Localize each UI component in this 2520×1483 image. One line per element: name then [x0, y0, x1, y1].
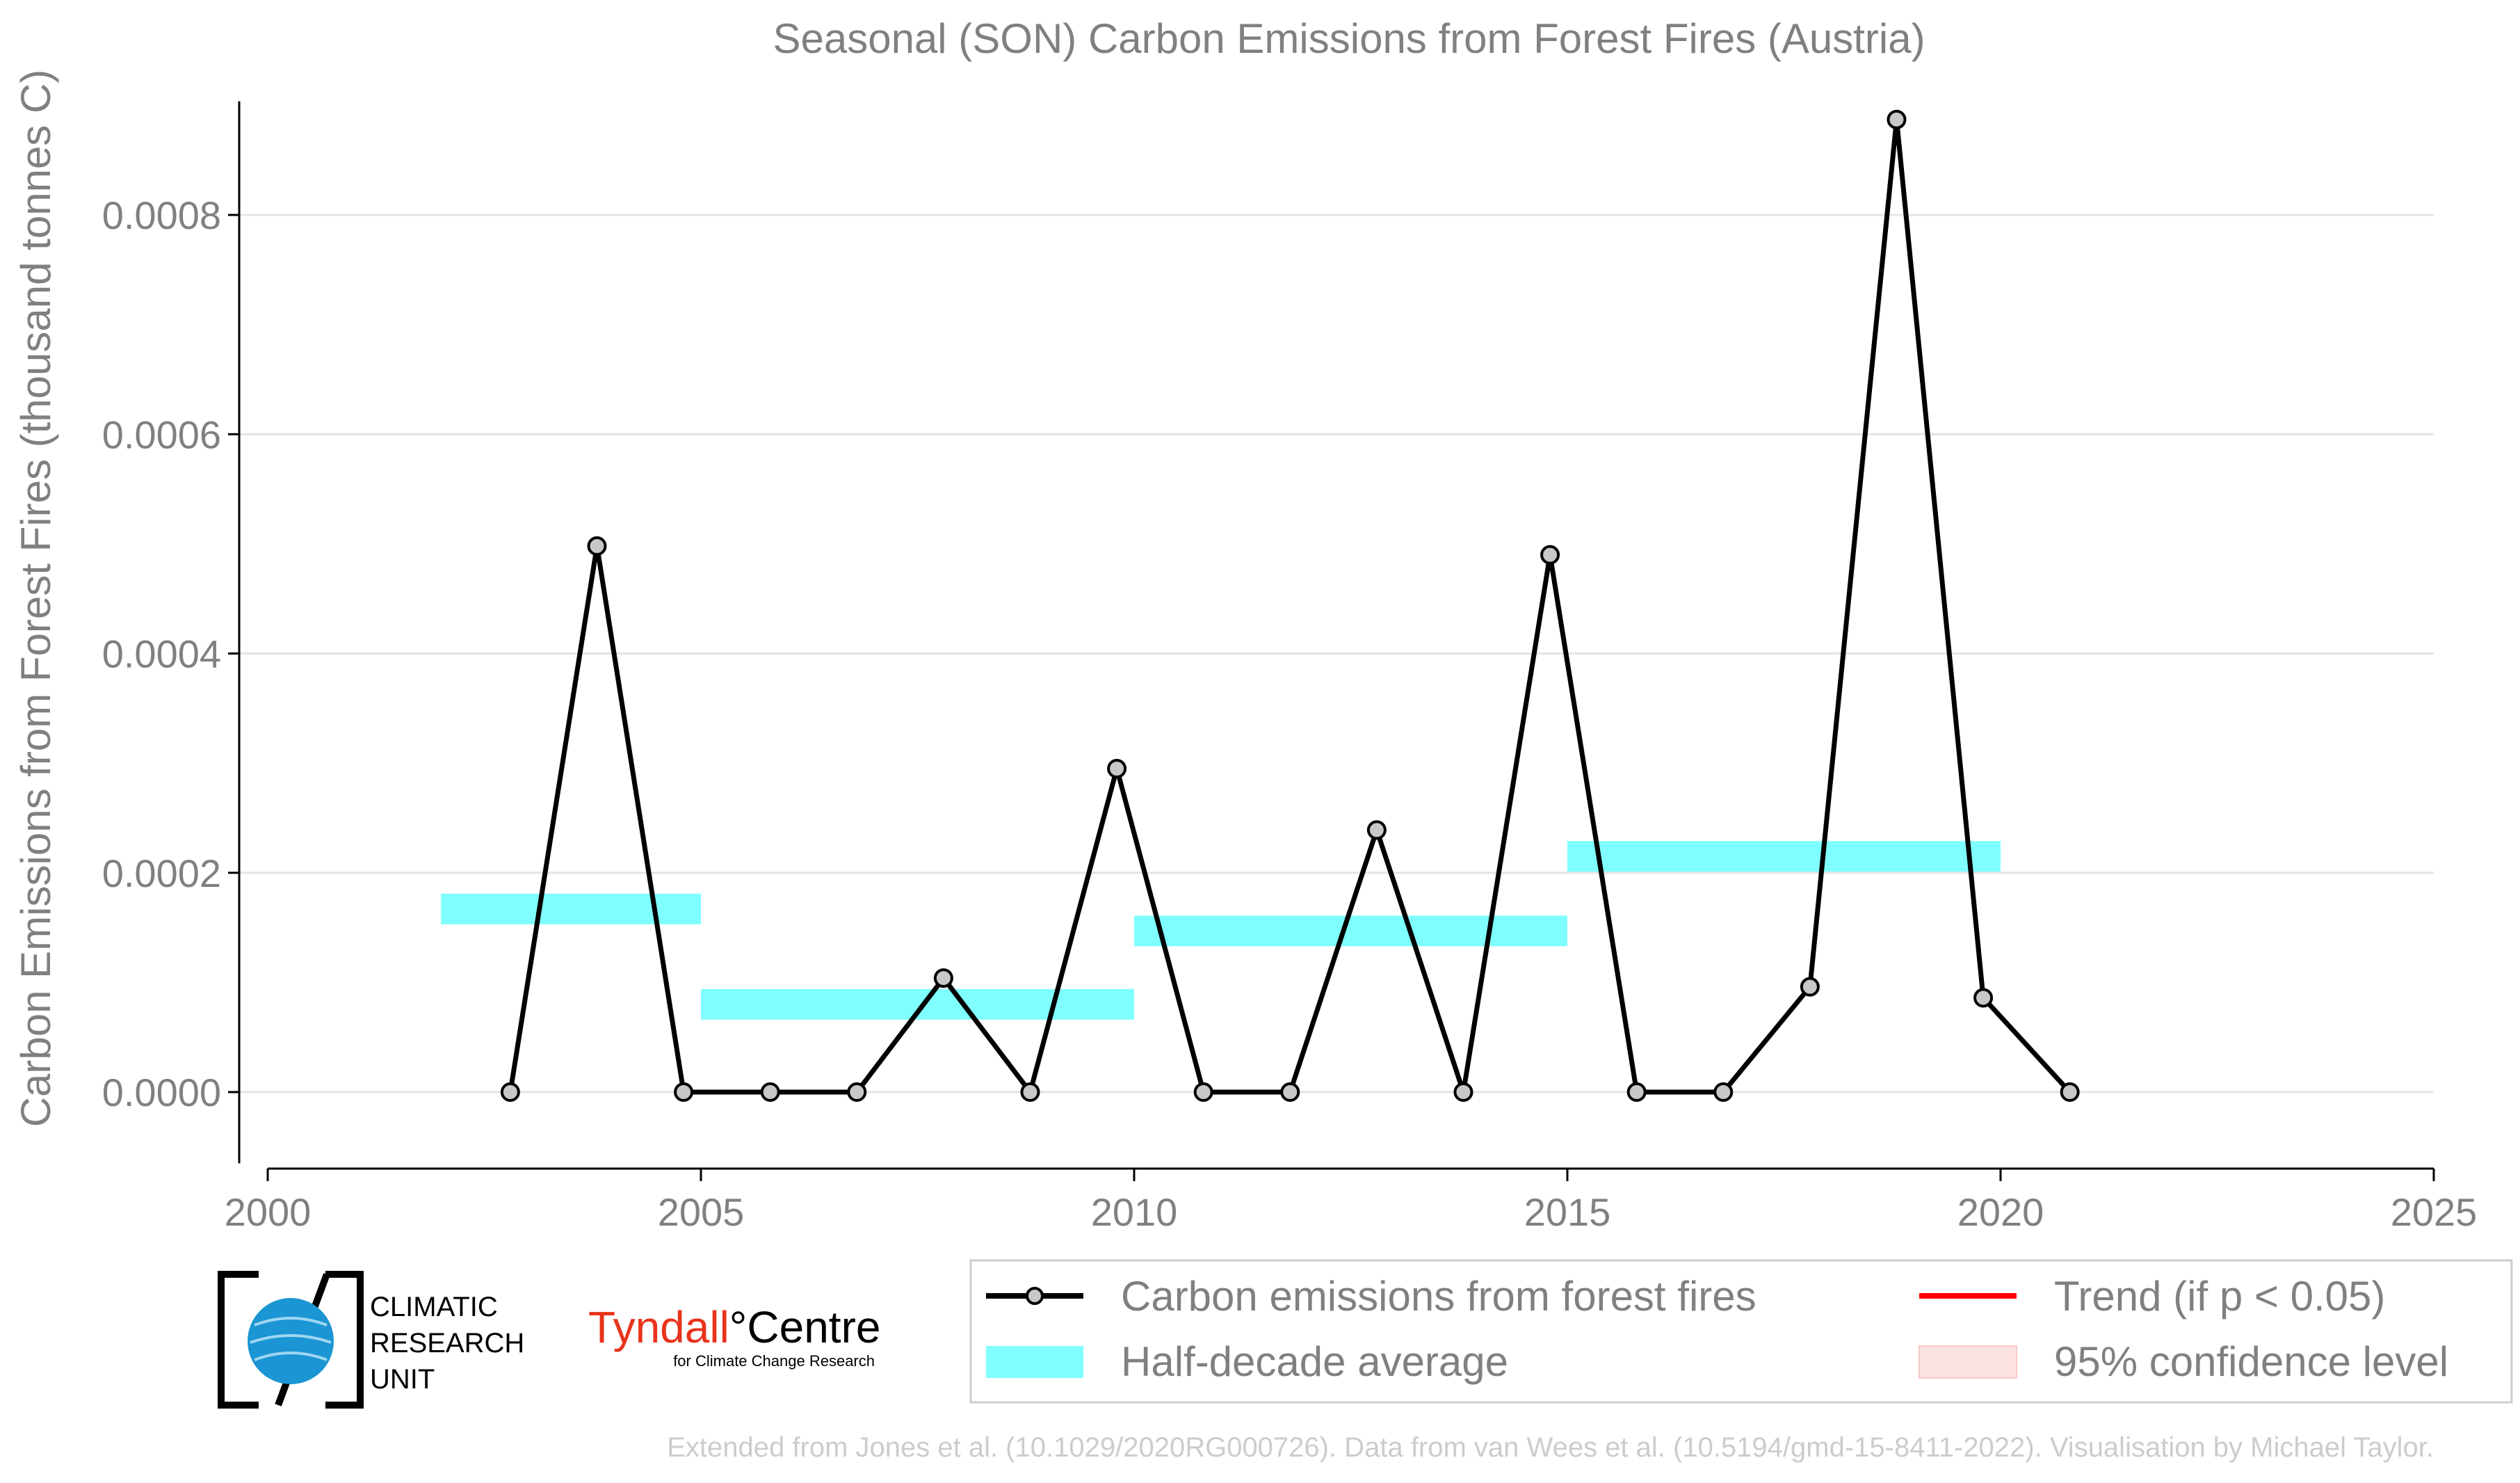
tyndall-logo: Tyndall°Centre for Climate Change Resear…: [588, 1302, 880, 1370]
x-tick-label: 2025: [2391, 1190, 2478, 1234]
y-axis-label: Carbon Emissions from Forest Fires (thou…: [13, 70, 59, 1128]
data-point: [2060, 1082, 2080, 1102]
tyndall-subtitle: for Climate Change Research: [673, 1352, 875, 1370]
credit-text: Extended from Jones et al. (10.1029/2020…: [667, 1432, 2434, 1463]
x-tick-label: 2010: [1091, 1190, 1178, 1234]
half-decade-bar: [441, 893, 701, 924]
grid-lines: [239, 214, 2434, 1093]
y-tick-label: 0.0008: [102, 193, 221, 237]
data-point: [1713, 1082, 1734, 1102]
data-point: [1540, 545, 1560, 565]
tyndall-centre: °Centre: [729, 1302, 881, 1352]
legend: Carbon emissions from forest fires Trend…: [969, 1259, 2513, 1404]
globe-icon: [248, 1298, 334, 1384]
data-point: [847, 1082, 867, 1102]
cru-line-2: RESEARCH: [370, 1328, 524, 1358]
tyndall-name: Tyndall: [588, 1302, 729, 1352]
data-point: [1193, 1082, 1213, 1102]
emissions-series: [500, 109, 2080, 1102]
y-tick-label: 0.0006: [102, 412, 221, 456]
data-point: [760, 1082, 780, 1102]
legend-label-confidence: 95% confidence level: [2054, 1338, 2448, 1385]
cru-bracket-left: [218, 1271, 259, 1409]
legend-swatch-confidence: [1919, 1345, 2017, 1379]
cru-bracket-right: [325, 1271, 364, 1409]
axes: 0.0000 0.0002 0.0004 0.0006 0.0008 2000 2005 20…: [102, 101, 2478, 1234]
cru-line-3: UNIT: [370, 1364, 435, 1395]
x-tick-label: 2015: [1524, 1190, 1611, 1234]
cru-line-1: CLIMATIC: [370, 1292, 498, 1322]
legend-label-emissions: Carbon emissions from forest fires: [1121, 1273, 1756, 1320]
data-point: [674, 1082, 694, 1102]
y-tick-label: 0.0004: [102, 632, 221, 676]
half-decade-bar: [1134, 915, 1567, 947]
legend-marker-emissions: [1026, 1287, 1044, 1305]
data-point: [587, 536, 607, 556]
legend-label-average: Half-decade average: [1121, 1338, 1508, 1385]
data-point: [1020, 1082, 1040, 1102]
data-point: [933, 968, 953, 988]
half-decade-average-bars: [441, 841, 2001, 1020]
x-tick-label: 2020: [1957, 1190, 2044, 1234]
data-point: [1626, 1082, 1647, 1102]
x-tick-label: 2000: [225, 1190, 312, 1234]
chart-title: Seasonal (SON) Carbon Emissions from For…: [773, 15, 1925, 62]
data-point: [1887, 109, 1907, 129]
globe-lines: [250, 1317, 332, 1361]
legend-frame: [969, 1259, 2513, 1404]
data-point: [1366, 820, 1387, 840]
data-point: [1973, 988, 1994, 1008]
y-tick-label: 0.0000: [102, 1071, 221, 1114]
half-decade-bar: [1567, 841, 2001, 872]
data-point: [1800, 977, 1820, 997]
legend-label-trend: Trend (if p < 0.05): [2054, 1273, 2385, 1320]
x-tick-label: 2005: [658, 1190, 745, 1234]
data-point: [1280, 1082, 1300, 1102]
data-point: [1453, 1082, 1473, 1102]
cru-logo: CLIMATIC RESEARCH UNIT: [218, 1271, 524, 1409]
legend-swatch-average: [986, 1346, 1083, 1378]
data-point: [500, 1082, 520, 1102]
y-tick-label: 0.0002: [102, 851, 221, 895]
tyndall-wordmark: Tyndall°Centre: [588, 1302, 880, 1352]
data-point: [1107, 759, 1127, 779]
